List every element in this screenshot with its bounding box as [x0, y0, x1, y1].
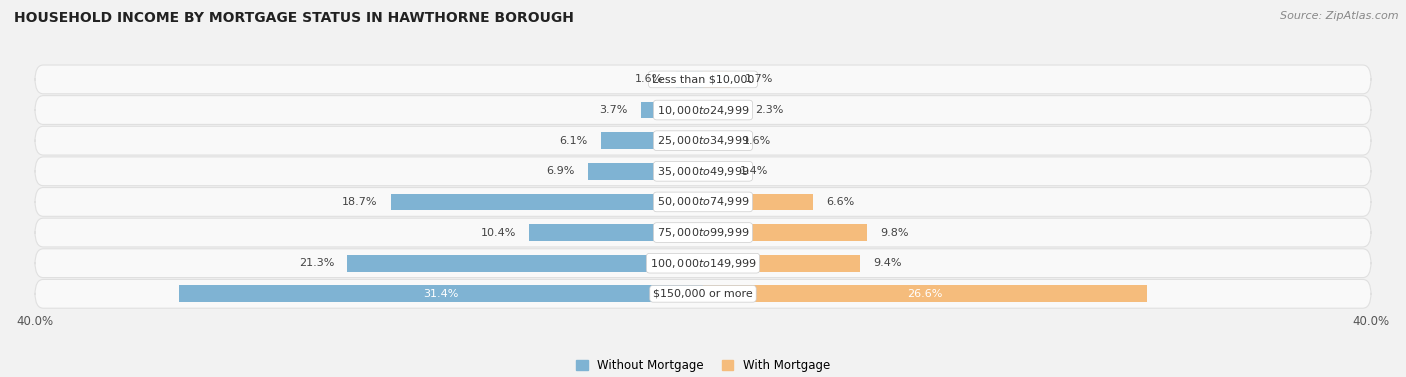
- Bar: [703, 71, 731, 88]
- Bar: [347, 255, 703, 271]
- Text: Less than $10,000: Less than $10,000: [652, 74, 754, 84]
- FancyBboxPatch shape: [35, 157, 1371, 186]
- Bar: [703, 163, 727, 180]
- Text: 1.4%: 1.4%: [740, 166, 768, 176]
- Text: 2.3%: 2.3%: [755, 105, 783, 115]
- Text: $50,000 to $74,999: $50,000 to $74,999: [657, 195, 749, 208]
- Text: 1.6%: 1.6%: [742, 136, 772, 146]
- Text: 18.7%: 18.7%: [342, 197, 377, 207]
- Text: $35,000 to $49,999: $35,000 to $49,999: [657, 165, 749, 178]
- Text: 6.1%: 6.1%: [560, 136, 588, 146]
- Bar: [703, 132, 730, 149]
- Text: $10,000 to $24,999: $10,000 to $24,999: [657, 104, 749, 116]
- Text: 1.7%: 1.7%: [745, 74, 773, 84]
- Bar: [676, 71, 703, 88]
- Text: HOUSEHOLD INCOME BY MORTGAGE STATUS IN HAWTHORNE BOROUGH: HOUSEHOLD INCOME BY MORTGAGE STATUS IN H…: [14, 11, 574, 25]
- Text: 3.7%: 3.7%: [599, 105, 628, 115]
- Bar: [703, 255, 860, 271]
- Text: 1.6%: 1.6%: [634, 74, 662, 84]
- Text: 6.6%: 6.6%: [827, 197, 855, 207]
- Text: $75,000 to $99,999: $75,000 to $99,999: [657, 226, 749, 239]
- FancyBboxPatch shape: [35, 249, 1371, 277]
- Bar: [641, 102, 703, 118]
- Text: 26.6%: 26.6%: [907, 289, 943, 299]
- Text: 21.3%: 21.3%: [298, 258, 335, 268]
- Bar: [602, 132, 703, 149]
- Legend: Without Mortgage, With Mortgage: Without Mortgage, With Mortgage: [576, 359, 830, 372]
- Bar: [391, 193, 703, 210]
- Text: 10.4%: 10.4%: [481, 228, 516, 238]
- Bar: [588, 163, 703, 180]
- FancyBboxPatch shape: [35, 126, 1371, 155]
- FancyBboxPatch shape: [35, 96, 1371, 124]
- Bar: [529, 224, 703, 241]
- Text: 9.4%: 9.4%: [873, 258, 901, 268]
- Text: $100,000 to $149,999: $100,000 to $149,999: [650, 257, 756, 270]
- Bar: [703, 285, 1147, 302]
- Text: 9.8%: 9.8%: [880, 228, 908, 238]
- Text: Source: ZipAtlas.com: Source: ZipAtlas.com: [1281, 11, 1399, 21]
- Text: 6.9%: 6.9%: [546, 166, 575, 176]
- Text: $25,000 to $34,999: $25,000 to $34,999: [657, 134, 749, 147]
- FancyBboxPatch shape: [35, 279, 1371, 308]
- Bar: [703, 102, 741, 118]
- Text: 31.4%: 31.4%: [423, 289, 458, 299]
- Bar: [703, 193, 813, 210]
- Bar: [703, 224, 866, 241]
- FancyBboxPatch shape: [35, 65, 1371, 94]
- FancyBboxPatch shape: [35, 187, 1371, 216]
- Bar: [179, 285, 703, 302]
- Text: $150,000 or more: $150,000 or more: [654, 289, 752, 299]
- FancyBboxPatch shape: [35, 218, 1371, 247]
